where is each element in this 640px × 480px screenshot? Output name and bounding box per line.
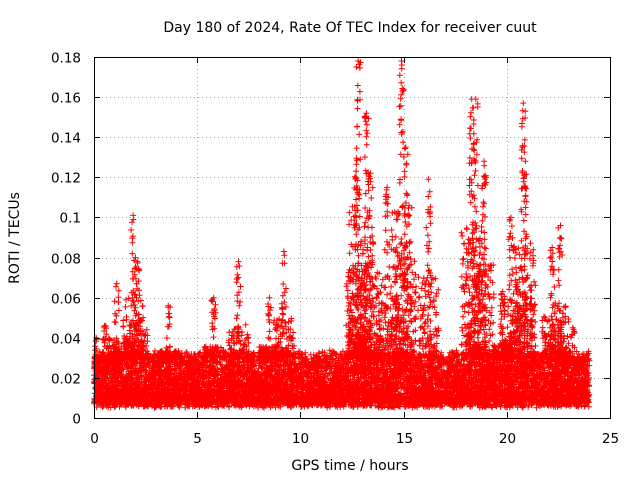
y-tick-labels: 0 0.02 0.04 0.06 0.08 0.1 0.12 0.14 0.16 0.18 [51, 51, 81, 428]
x-tick-label: 10 [292, 431, 309, 447]
y-tick-label: 0.04 [51, 332, 81, 348]
y-tick-label: 0.18 [51, 51, 81, 67]
x-tick-labels: 0 5 10 15 20 25 [90, 431, 619, 447]
x-tick-label: 25 [602, 431, 619, 447]
y-tick-label: 0.08 [51, 252, 81, 268]
y-axis-label: ROTI / TECUs [7, 192, 23, 284]
y-tick-label: 0.06 [51, 292, 81, 308]
y-tick-label: 0.14 [51, 131, 81, 147]
y-tick-label: 0.16 [51, 91, 81, 107]
x-tick-label: 5 [193, 431, 202, 447]
x-tick-label: 0 [90, 431, 99, 447]
scatter-markers [91, 58, 593, 411]
chart-title: Day 180 of 2024, Rate Of TEC Index for r… [163, 20, 537, 36]
plot-frame [94, 57, 611, 419]
y-tick-label: 0 [72, 412, 81, 428]
y-tick-label: 0.02 [51, 372, 81, 388]
x-axis-label: GPS time / hours [291, 458, 408, 474]
x-tick-label: 15 [396, 431, 413, 447]
y-tick-label: 0.12 [51, 171, 81, 187]
x-tick-label: 20 [499, 431, 516, 447]
y-tick-label: 0.1 [60, 211, 81, 227]
axis-ticks [94, 57, 611, 419]
data-points [91, 58, 593, 411]
